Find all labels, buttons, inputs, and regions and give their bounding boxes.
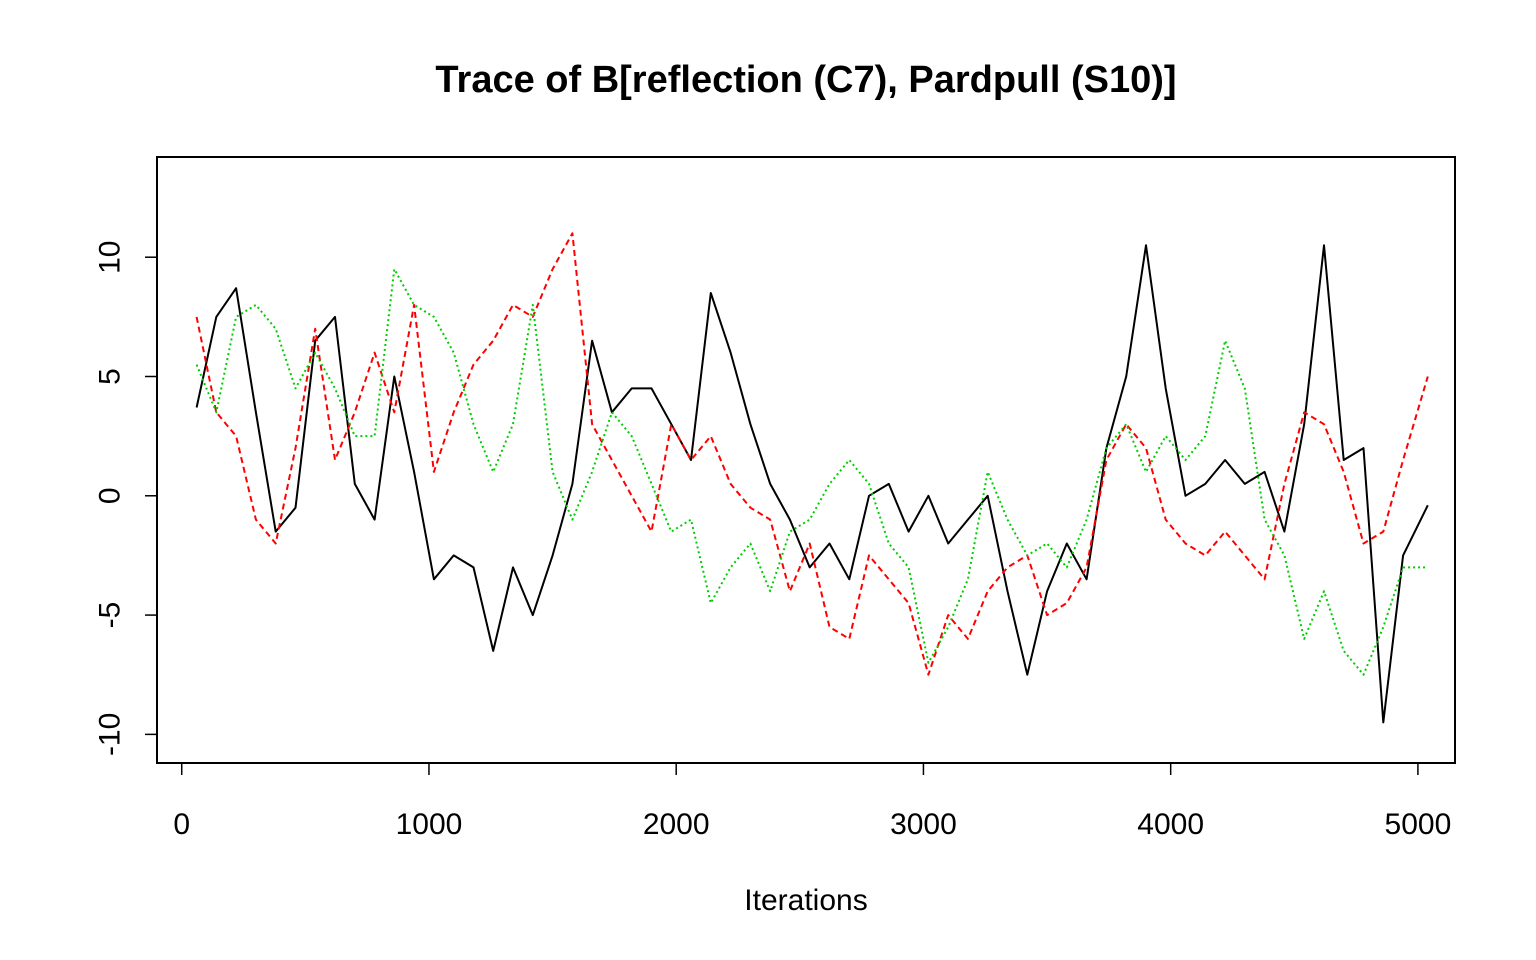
x-tick-label: 3000 [890,808,957,841]
y-tick-label: 0 [94,487,127,504]
x-tick-label: 4000 [1137,808,1204,841]
series-line-2 [195,232,1429,676]
y-tick-label: 10 [94,241,127,274]
series-layer [195,232,1429,724]
x-axis: 0 1000 2000 3000 4000 5000 [173,762,1452,841]
y-tick-label: 5 [94,368,127,385]
series-line-3 [195,268,1428,676]
x-tick-label: 5000 [1385,808,1452,841]
x-axis-label: Iterations [744,884,867,917]
y-tick-label: -10 [94,713,127,756]
chart-title: Trace of B[reflection (C7), Pardpull (S1… [435,59,1176,101]
series-line-1 [195,244,1429,724]
x-tick-label: 1000 [396,808,463,841]
x-tick-label: 2000 [643,808,710,841]
y-axis: -10 -5 0 5 10 [94,241,158,756]
y-tick-label: -5 [94,602,127,629]
x-tick-label: 0 [173,808,190,841]
